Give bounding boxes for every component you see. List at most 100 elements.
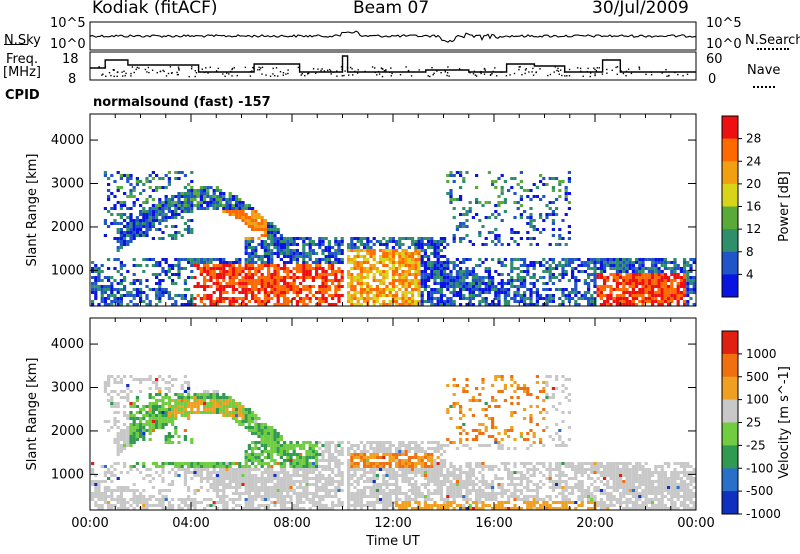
data-cell	[302, 456, 306, 459]
nave-point	[274, 75, 276, 77]
data-cell	[263, 228, 267, 231]
data-cell	[379, 501, 383, 504]
data-cell	[235, 468, 239, 471]
data-cell	[411, 243, 415, 246]
data-cell	[94, 480, 98, 483]
data-cell	[219, 198, 223, 201]
data-cell	[305, 288, 309, 291]
data-cell	[276, 231, 280, 234]
data-cell	[449, 201, 453, 204]
data-cell	[391, 255, 395, 258]
data-cell	[151, 423, 155, 426]
data-cell	[113, 390, 117, 393]
nave-point	[611, 69, 613, 71]
data-cell	[619, 282, 623, 285]
data-cell	[363, 246, 367, 249]
data-cell	[116, 420, 120, 423]
data-cell	[190, 294, 194, 297]
data-cell	[209, 477, 213, 480]
data-cell	[526, 237, 530, 240]
data-cell	[183, 438, 187, 441]
data-cell	[231, 480, 235, 483]
data-cell	[305, 294, 309, 297]
data-cell	[276, 273, 280, 276]
data-cell	[683, 267, 687, 270]
data-cell	[116, 501, 120, 504]
data-cell	[238, 504, 242, 507]
data-cell	[599, 258, 603, 261]
data-cell	[590, 279, 594, 282]
data-cell	[135, 231, 139, 234]
data-cell	[231, 501, 235, 504]
data-cell	[212, 201, 216, 204]
data-cell	[286, 270, 290, 273]
data-cell	[260, 459, 264, 462]
data-cell	[462, 282, 466, 285]
data-cell	[183, 282, 187, 285]
data-cell	[487, 282, 491, 285]
data-cell	[158, 291, 162, 294]
nave-point	[580, 70, 582, 72]
data-cell	[91, 498, 95, 501]
data-cell	[183, 279, 187, 282]
data-cell	[676, 267, 680, 270]
data-cell	[305, 477, 309, 480]
data-cell	[647, 297, 651, 300]
data-cell	[139, 213, 143, 216]
data-cell	[270, 444, 274, 447]
data-cell	[190, 204, 194, 207]
data-cell	[212, 483, 216, 486]
data-cell	[247, 243, 251, 246]
nave-point	[249, 75, 252, 77]
data-cell	[359, 267, 363, 270]
data-cell	[273, 291, 277, 294]
data-cell	[247, 423, 251, 426]
data-cell	[347, 297, 351, 300]
data-cell	[135, 405, 139, 408]
data-cell	[247, 261, 251, 264]
data-cell	[551, 189, 555, 192]
data-cell	[273, 273, 277, 276]
data-cell	[353, 456, 357, 459]
data-cell	[129, 228, 133, 231]
data-cell	[359, 270, 363, 273]
data-cell	[369, 480, 373, 483]
data-cell	[519, 270, 523, 273]
data-cell	[363, 444, 367, 447]
data-cell	[155, 417, 159, 420]
data-cell	[174, 195, 178, 198]
nave-point	[582, 75, 584, 77]
data-cell	[580, 261, 584, 264]
data-cell	[308, 498, 312, 501]
nave-point	[494, 67, 496, 69]
nave-point	[177, 73, 179, 76]
data-cell	[215, 471, 219, 474]
data-cell	[251, 228, 255, 231]
data-cell	[308, 258, 312, 261]
nave-point	[518, 68, 520, 71]
data-cell	[583, 270, 587, 273]
data-cell	[260, 300, 264, 303]
data-cell	[654, 276, 658, 279]
data-cell	[116, 393, 120, 396]
data-cell	[359, 291, 363, 294]
data-cell	[251, 483, 255, 486]
data-cell	[574, 303, 578, 306]
data-cell	[103, 300, 107, 303]
data-cell	[148, 402, 152, 405]
data-cell	[651, 291, 655, 294]
data-cell	[283, 246, 287, 249]
data-cell	[459, 240, 463, 243]
data-cell	[667, 291, 671, 294]
data-cell	[100, 297, 104, 300]
data-cell	[142, 258, 146, 261]
data-cell	[276, 432, 280, 435]
data-cell	[363, 249, 367, 252]
nave-point	[151, 69, 154, 71]
data-cell	[510, 297, 514, 300]
data-cell	[497, 294, 501, 297]
data-cell	[411, 297, 415, 300]
data-cell	[331, 456, 335, 459]
data-cell	[267, 462, 271, 465]
